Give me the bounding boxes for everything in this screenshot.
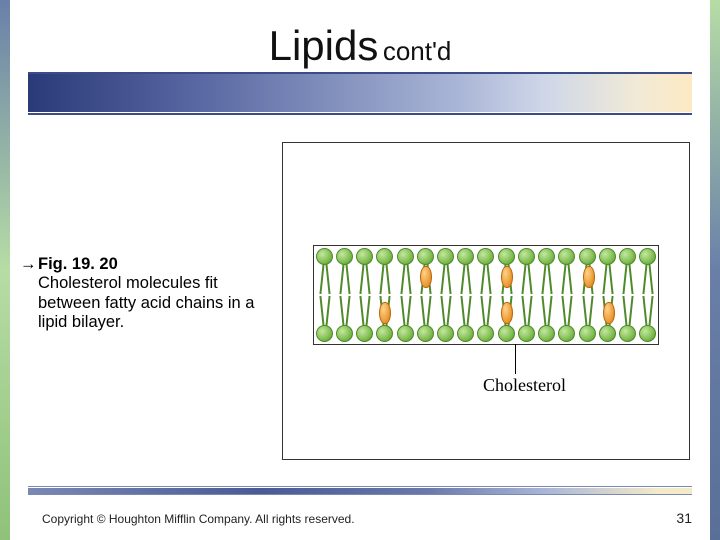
phospholipid-tail (376, 264, 393, 294)
slide-title: Lipids cont'd (28, 22, 692, 70)
phospholipid-head (558, 248, 575, 265)
phospholipid-head (457, 325, 474, 342)
phospholipid-head (356, 248, 373, 265)
slide-edge-left (0, 0, 10, 540)
phospholipid-tail (316, 296, 333, 326)
phospholipid-head (376, 248, 393, 265)
phospholipid-head (477, 248, 494, 265)
phospholipid-tail (437, 296, 454, 326)
copyright-text: Copyright © Houghton Mifflin Company. Al… (42, 512, 355, 526)
phospholipid-head (558, 325, 575, 342)
phospholipid-tail (639, 296, 656, 326)
phospholipid-head (518, 248, 535, 265)
footer-divider (28, 494, 692, 495)
phospholipid-head (316, 248, 333, 265)
phospholipid-tail (356, 296, 373, 326)
phospholipid-tail (417, 296, 434, 326)
footer-divider (28, 486, 692, 487)
cholesterol-molecule (583, 266, 595, 288)
page-number: 31 (676, 510, 692, 526)
phospholipid-tail (579, 296, 596, 326)
phospholipid-tail (397, 264, 414, 294)
phospholipid-head (397, 325, 414, 342)
phospholipid-tail (437, 264, 454, 294)
phospholipid-tail (477, 296, 494, 326)
phospholipid-head (376, 325, 393, 342)
phospholipid-head (639, 325, 656, 342)
phospholipid-tail (538, 264, 555, 294)
phospholipid-head (639, 248, 656, 265)
phospholipid-tail (599, 264, 616, 294)
phospholipid-head (417, 325, 434, 342)
phospholipid-tail (457, 264, 474, 294)
phospholipid-tail (397, 296, 414, 326)
phospholipid-head (356, 325, 373, 342)
caption-text: Cholesterol molecules fit between fatty … (38, 274, 254, 331)
title-bar: Lipids cont'd (28, 22, 692, 112)
phospholipid-head (498, 248, 515, 265)
phospholipid-tail (316, 264, 333, 294)
cholesterol-molecule (603, 302, 615, 324)
phospholipid-tail (336, 264, 353, 294)
figure-caption: → Fig. 19. 20 Cholesterol molecules fit … (38, 255, 273, 333)
title-sub: cont'd (383, 36, 452, 66)
phospholipid-head (498, 325, 515, 342)
phospholipid-head (417, 248, 434, 265)
phospholipid-tail (619, 264, 636, 294)
phospholipid-head (538, 248, 555, 265)
figure-number: Fig. 19. 20 (38, 255, 118, 273)
phospholipid-head (538, 325, 555, 342)
phospholipid-head (579, 248, 596, 265)
phospholipid-head (457, 248, 474, 265)
slide-edge-right (710, 0, 720, 540)
phospholipid-head (599, 325, 616, 342)
figure-box: Cholesterol (282, 142, 690, 460)
label-leader-line (515, 344, 516, 374)
lipid-bilayer-diagram (313, 245, 659, 345)
phospholipid-head (336, 325, 353, 342)
phospholipid-tail (558, 296, 575, 326)
phospholipid-tail (558, 264, 575, 294)
phospholipid-head (437, 325, 454, 342)
phospholipid-tail (619, 296, 636, 326)
phospholipid-tail (538, 296, 555, 326)
arrow-icon: → (20, 255, 37, 274)
phospholipid-tail (518, 264, 535, 294)
cholesterol-molecule (379, 302, 391, 324)
phospholipid-head (619, 248, 636, 265)
phospholipid-tail (356, 264, 373, 294)
phospholipid-head (316, 325, 333, 342)
cholesterol-label: Cholesterol (483, 375, 566, 396)
phospholipid-tail (477, 264, 494, 294)
phospholipid-head (336, 248, 353, 265)
phospholipid-head (579, 325, 596, 342)
phospholipid-head (619, 325, 636, 342)
phospholipid-tail (639, 264, 656, 294)
title-main: Lipids (269, 22, 379, 69)
phospholipid-head (599, 248, 616, 265)
phospholipid-tail (336, 296, 353, 326)
cholesterol-molecule (420, 266, 432, 288)
phospholipid-head (477, 325, 494, 342)
phospholipid-head (397, 248, 414, 265)
phospholipid-head (437, 248, 454, 265)
phospholipid-tail (457, 296, 474, 326)
phospholipid-tail (518, 296, 535, 326)
phospholipid-head (518, 325, 535, 342)
